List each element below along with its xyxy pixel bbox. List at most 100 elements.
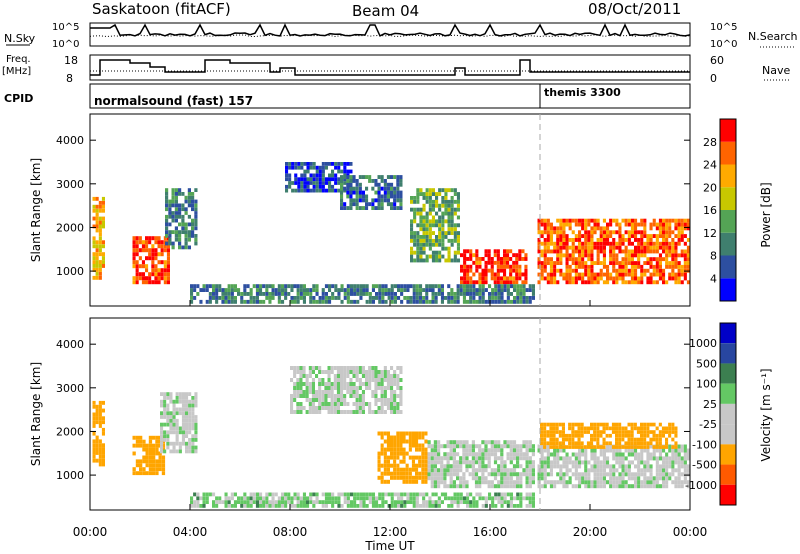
vel-cell — [290, 410, 294, 414]
power-cell — [478, 299, 482, 304]
power-cell — [531, 288, 535, 292]
vel-cell — [649, 452, 653, 457]
vel-cell — [509, 480, 513, 485]
power-cell — [472, 296, 476, 300]
vel-cell — [380, 471, 384, 476]
power-cell — [556, 238, 560, 242]
vel-cell — [465, 464, 469, 469]
vel-cell — [281, 504, 285, 508]
power-cell — [171, 214, 175, 219]
power-cell — [475, 253, 479, 258]
vel-cell — [655, 472, 659, 477]
power-cell — [453, 199, 457, 204]
power-cell — [556, 268, 560, 273]
vel-cell — [262, 500, 266, 504]
power-cell — [509, 264, 513, 269]
power-cell — [178, 207, 182, 212]
power-cell — [309, 162, 313, 166]
power-cell — [181, 192, 185, 196]
vel-cell — [599, 430, 603, 434]
power-cell — [546, 249, 550, 254]
power-cell — [416, 254, 420, 259]
vel-cell — [166, 411, 170, 416]
power-cell — [361, 190, 365, 195]
vel-cell — [415, 492, 419, 497]
vel-cell — [361, 410, 365, 414]
power-cell — [615, 222, 619, 227]
vel-cell — [468, 452, 472, 457]
power-cell — [624, 249, 628, 254]
power-cell — [503, 284, 507, 289]
vel-cell — [624, 445, 628, 449]
power-cell — [574, 276, 578, 281]
power-cell — [375, 296, 379, 300]
power-cell — [453, 227, 457, 232]
vel-cell — [513, 504, 517, 508]
power-cell — [546, 261, 550, 265]
power-cell — [578, 230, 582, 235]
power-cell — [346, 206, 350, 210]
power-cell — [640, 230, 644, 235]
vel-cell — [302, 370, 306, 374]
vel-cell — [540, 468, 544, 473]
power-cell — [596, 272, 600, 277]
power-cell — [516, 292, 520, 296]
power-cell — [450, 292, 454, 296]
power-cell — [509, 276, 513, 281]
power-cell — [602, 218, 606, 223]
power-cell — [410, 254, 414, 259]
vel-cell — [516, 448, 520, 453]
power-cell — [350, 284, 354, 289]
power-cell — [668, 276, 672, 281]
vel-cell — [155, 451, 159, 456]
vel-cell — [671, 472, 675, 477]
power-cell — [599, 234, 603, 238]
power-cell — [494, 299, 498, 304]
power-cell — [584, 234, 588, 238]
vel-cell — [396, 467, 400, 472]
vel-cell — [172, 403, 176, 408]
vel-cell — [397, 492, 401, 497]
vel-cell — [161, 463, 166, 468]
power-cell — [643, 234, 647, 238]
power-cell — [309, 173, 313, 178]
vel-cell — [393, 459, 397, 464]
power-cell — [593, 218, 597, 223]
vel-cell — [412, 504, 416, 508]
power-cell — [145, 280, 149, 285]
vel-cell — [549, 445, 553, 449]
vel-cell — [393, 492, 397, 497]
power-cell — [447, 211, 451, 216]
power-cell — [165, 214, 169, 219]
power-cell — [154, 264, 158, 269]
vel-cell — [512, 480, 517, 485]
vel-cell — [218, 500, 222, 504]
vel-cell — [377, 398, 381, 402]
vel-cell — [402, 479, 406, 484]
vel-cell — [615, 430, 619, 434]
vel-cell — [399, 435, 403, 440]
power-cell — [680, 249, 684, 254]
vel-cell — [408, 431, 412, 436]
power-cell — [556, 245, 560, 250]
vel-cell — [665, 468, 669, 473]
power-cell — [469, 280, 473, 285]
vel-cell — [649, 422, 653, 427]
vel-cell — [337, 500, 341, 504]
vel-cell — [559, 468, 563, 473]
vel-cell — [665, 472, 669, 477]
power-cell — [677, 268, 681, 273]
power-cell — [252, 284, 256, 289]
power-cell — [565, 222, 569, 227]
power-cell — [565, 268, 569, 273]
power-cell — [590, 230, 594, 235]
vel-cell — [624, 472, 628, 477]
vel-cell — [166, 445, 170, 450]
power-cell — [565, 280, 569, 285]
vel-cell — [428, 500, 432, 504]
vel-cell — [662, 468, 666, 473]
power-cell — [624, 257, 628, 262]
vel-cell — [488, 492, 492, 497]
vel-cell — [390, 475, 394, 480]
vel-cell — [519, 464, 523, 469]
